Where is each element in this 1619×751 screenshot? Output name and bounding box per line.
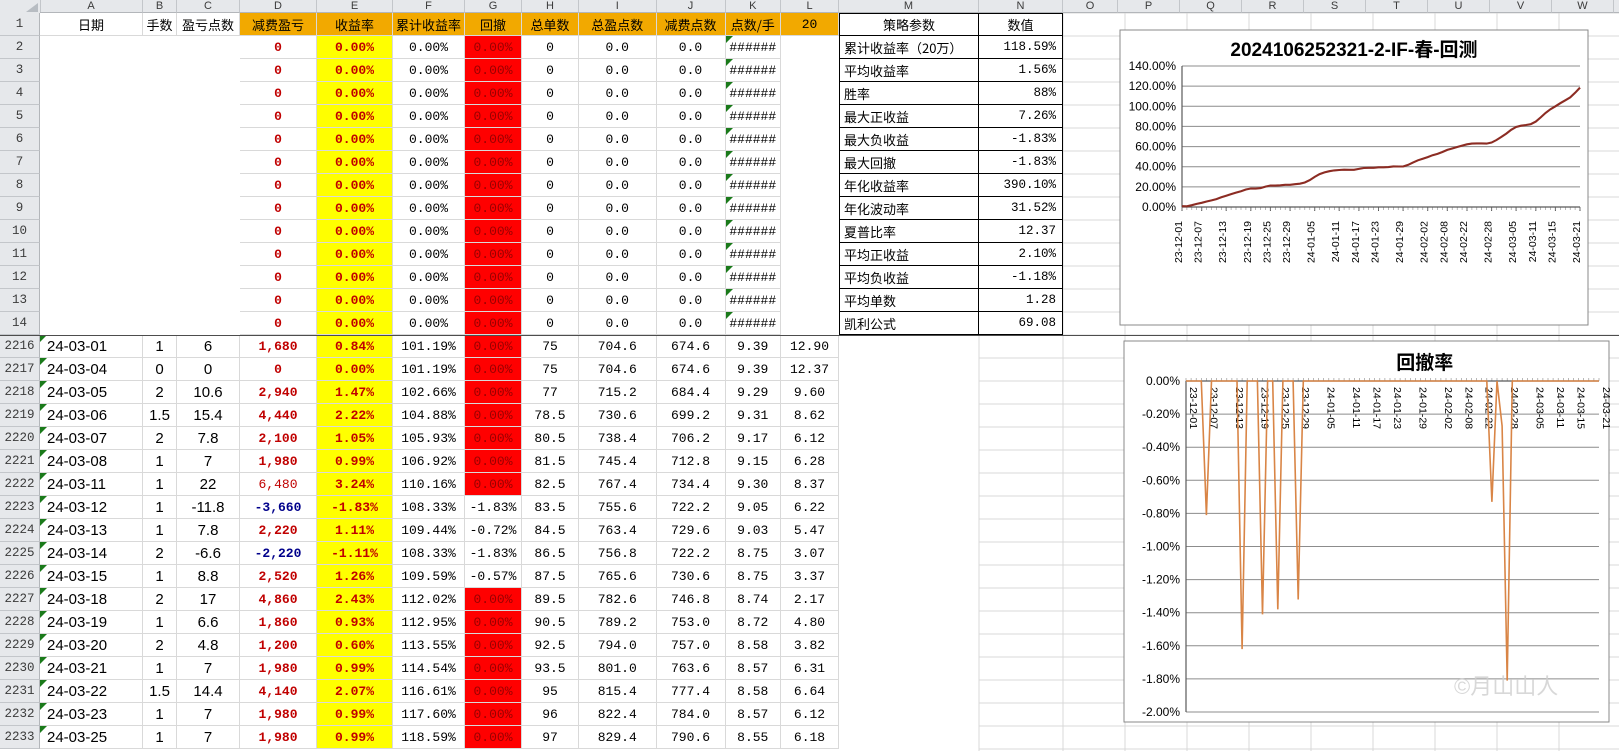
svg-text:23-12-29: 23-12-29 [1299,387,1311,429]
svg-text:-1.60%: -1.60% [1142,639,1180,653]
svg-text:©月山山人: ©月山山人 [1454,674,1558,699]
svg-text:24-03-05: 24-03-05 [1534,387,1546,429]
svg-text:23-12-13: 23-12-13 [1233,387,1245,429]
svg-text:24-02-28: 24-02-28 [1508,387,1520,429]
svg-text:-2.00%: -2.00% [1142,705,1180,719]
svg-text:24-02-02: 24-02-02 [1442,387,1454,429]
svg-text:-1.40%: -1.40% [1142,606,1180,620]
svg-text:24-01-29: 24-01-29 [1416,387,1428,429]
svg-text:-0.60%: -0.60% [1142,473,1180,487]
svg-text:0.00%: 0.00% [1146,374,1180,388]
svg-text:-1.80%: -1.80% [1142,672,1180,686]
svg-text:-1.00%: -1.00% [1142,540,1180,554]
svg-text:-0.80%: -0.80% [1142,506,1180,520]
svg-text:24-01-11: 24-01-11 [1350,387,1362,428]
svg-text:23-12-19: 23-12-19 [1258,387,1270,429]
svg-text:24-03-21: 24-03-21 [1600,387,1612,429]
svg-text:-1.20%: -1.20% [1142,573,1180,587]
svg-text:24-01-23: 24-01-23 [1391,387,1403,429]
svg-text:-0.20%: -0.20% [1142,407,1180,421]
svg-text:23-12-25: 23-12-25 [1279,387,1291,429]
svg-text:23-12-01: 23-12-01 [1187,387,1199,429]
svg-text:24-02-08: 24-02-08 [1462,387,1474,429]
svg-text:24-03-15: 24-03-15 [1575,387,1587,429]
svg-text:24-03-11: 24-03-11 [1554,387,1566,428]
svg-text:24-01-05: 24-01-05 [1325,387,1337,429]
svg-text:24-01-17: 24-01-17 [1371,387,1383,429]
svg-text:-0.40%: -0.40% [1142,440,1180,454]
svg-text:回撤率: 回撤率 [1396,352,1453,374]
